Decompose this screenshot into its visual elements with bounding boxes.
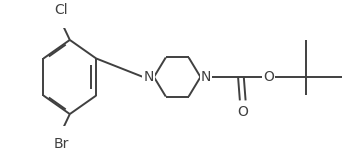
Text: O: O — [263, 70, 274, 84]
Text: N: N — [144, 70, 154, 84]
Text: O: O — [237, 105, 248, 119]
Text: Cl: Cl — [54, 2, 68, 16]
Text: Br: Br — [54, 138, 69, 152]
Text: N: N — [201, 70, 211, 84]
